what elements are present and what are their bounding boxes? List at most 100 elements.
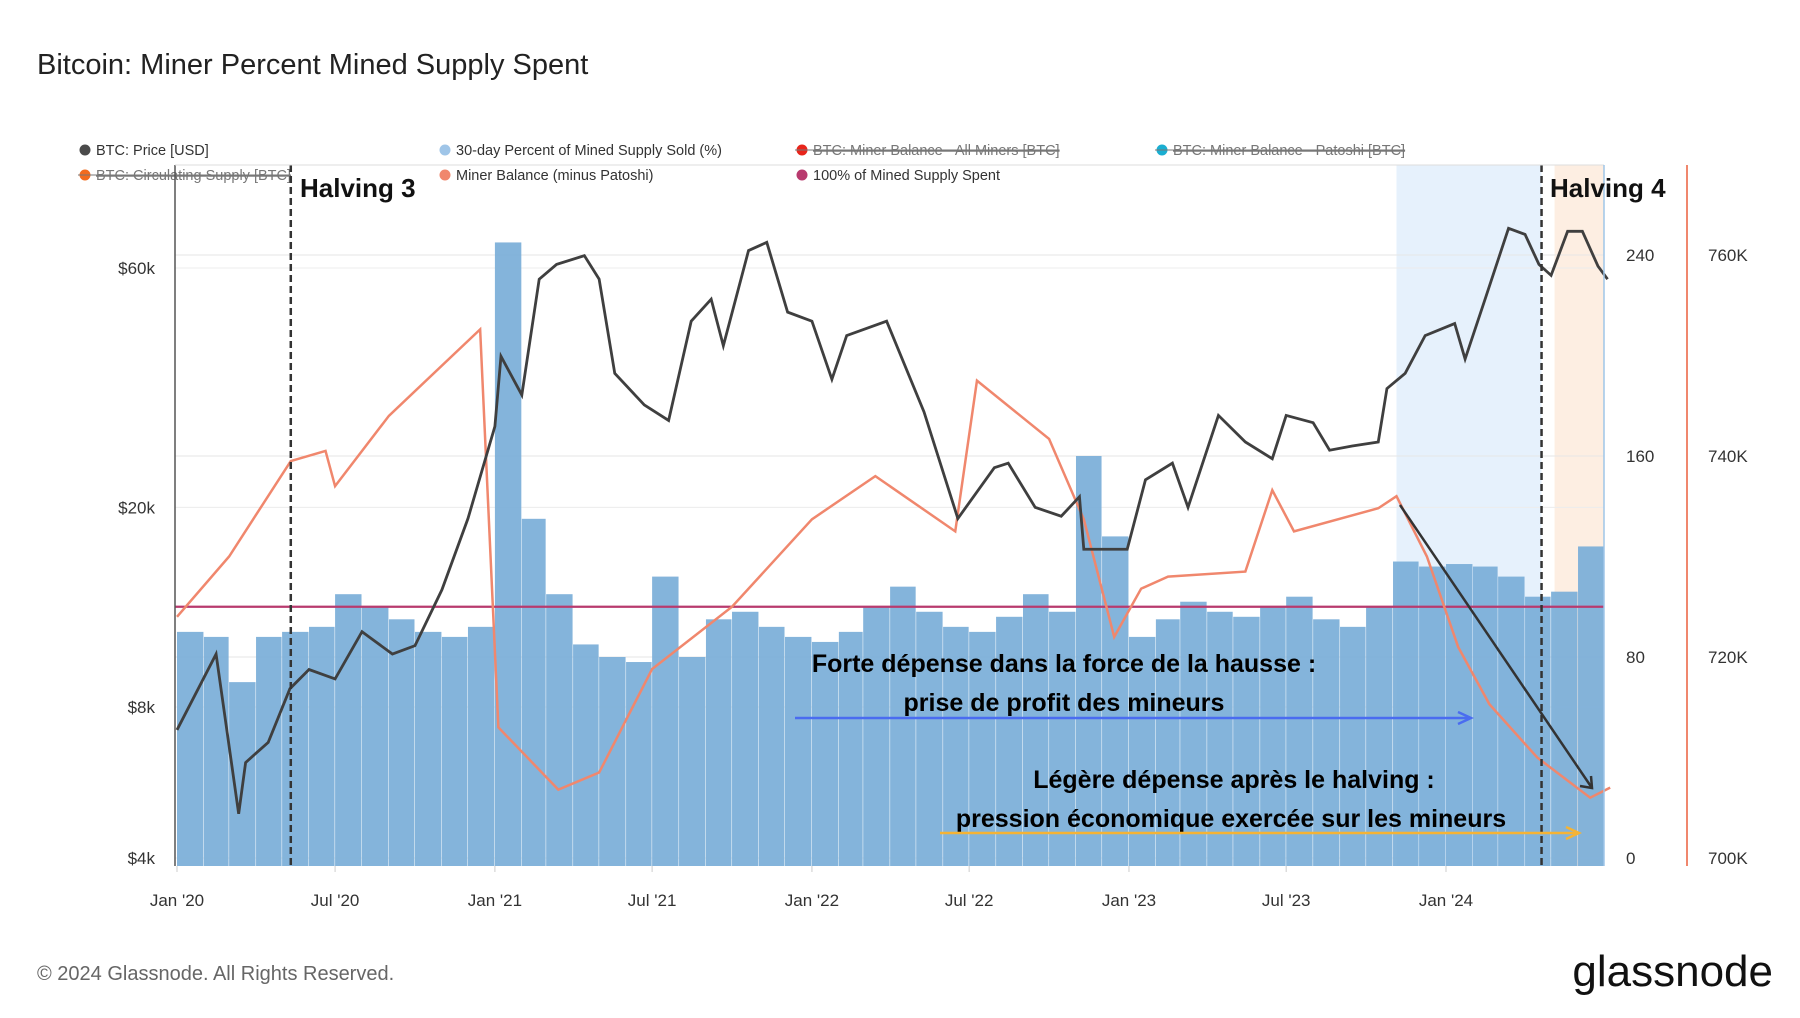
percent-sold-bar (916, 611, 943, 866)
percent-sold-bar (441, 636, 468, 866)
price-tick-label: $4k (128, 849, 156, 868)
percent-sold-bar (1366, 606, 1393, 866)
x-tick-label: Jan '22 (785, 891, 839, 910)
legend-dot-icon (439, 144, 451, 156)
orange-arrow (940, 825, 1582, 841)
legend-label: BTC: Circulating Supply [BTC] (96, 168, 291, 184)
plot-area: $4k $8k $20k $60k 0 80 160 240 700K 720K 740K 760K J… (118, 164, 1748, 910)
percent-sold-bar (494, 242, 522, 866)
balance-tick-label: 740K (1708, 447, 1748, 466)
percent-sold-bar (1180, 601, 1207, 866)
legend-label: Miner Balance (minus Patoshi) (456, 168, 653, 184)
percent-sold-bar (1313, 619, 1340, 866)
price-tick-label: $20k (118, 498, 155, 517)
legend-item[interactable]: 100% of Mined Supply Spent (796, 168, 1001, 184)
percent-sold-bar (203, 636, 229, 866)
legend: BTC: Price [USD] 30-day Percent of Mined … (78, 143, 1406, 184)
percent-sold-bar (1551, 591, 1578, 866)
annotations: Halving 3 Halving 4 Forte dépense dans l… (300, 173, 1666, 841)
x-tick-label: Jan '21 (468, 891, 522, 910)
percent-sold-bar (1233, 616, 1260, 866)
x-tick-label: Jan '24 (1419, 891, 1473, 910)
halving-4-label: Halving 4 (1550, 173, 1666, 203)
percent-sold-bar (758, 626, 785, 866)
percent-sold-bar (546, 594, 573, 866)
page-title: Bitcoin: Miner Percent Mined Supply Spen… (37, 49, 588, 81)
legend-item[interactable]: BTC: Circulating Supply [BTC] (78, 168, 292, 184)
percent-sold-bar (838, 631, 863, 866)
legend-label: BTC: Miner Balance - All Miners [BTC] (813, 143, 1060, 159)
percent-tick-label: 80 (1626, 648, 1645, 667)
percent-sold-bar (890, 586, 916, 866)
percent-sold-bar (1446, 564, 1473, 866)
legend-item[interactable]: BTC: Miner Balance - All Miners [BTC] (795, 143, 1060, 159)
legend-label: 30-day Percent of Mined Supply Sold (%) (456, 143, 722, 159)
x-tick-label: Jul '21 (628, 891, 677, 910)
strong-spending-line-1: Forte dépense dans la force de la hausse… (812, 650, 1316, 678)
legend-dot-icon (796, 169, 808, 181)
percent-sold-bar (599, 657, 626, 866)
downtrend-arrow (1398, 504, 1594, 790)
legend-label: BTC: Miner Balance - Patoshi [BTC] (1173, 143, 1405, 159)
percent-sold-bar (1207, 611, 1233, 866)
legend-item[interactable]: 30-day Percent of Mined Supply Sold (%) (439, 143, 722, 159)
percent-sold-bar (177, 631, 204, 866)
percent-tick-label: 240 (1626, 246, 1654, 265)
x-tick-label: Jul '20 (311, 891, 360, 910)
percent-sold-bar (1155, 619, 1180, 866)
percent-sold-bar (256, 636, 282, 866)
percent-sold-bar (1023, 594, 1049, 866)
percent-sold-bar (414, 631, 442, 866)
percent-sold-bar (1260, 606, 1286, 866)
halving-3-label: Halving 3 (300, 173, 416, 203)
percent-sold-bar (1128, 636, 1156, 866)
x-tick-label: Jan '23 (1102, 891, 1156, 910)
percent-sold-bar (335, 594, 362, 866)
percent-tick-label: 0 (1626, 849, 1635, 868)
legend-dot-icon (439, 169, 451, 181)
miner-balance-line (176, 326, 1611, 800)
percent-sold-bar (1049, 611, 1076, 866)
percent-sold-bar (309, 626, 335, 866)
percent-sold-bar (1340, 626, 1366, 866)
percent-sold-bar (732, 611, 759, 866)
percent-sold-bar (1286, 596, 1313, 866)
percent-sold-bar (388, 619, 415, 866)
legend-item[interactable]: Miner Balance (minus Patoshi) (439, 168, 654, 184)
percent-sold-bar (1498, 576, 1525, 866)
light-spending-line-2: pression économique exercée sur les mine… (956, 805, 1506, 833)
x-tick-label: Jan '20 (150, 891, 204, 910)
light-spending-line-1: Légère dépense après le halving : (1033, 766, 1435, 794)
percent-sold-bar (785, 636, 812, 866)
legend-label: BTC: Price [USD] (96, 143, 209, 159)
percent-sold-bar (679, 657, 706, 866)
balance-tick-label: 700K (1708, 849, 1748, 868)
percent-sold-bar (863, 606, 890, 866)
percent-sold-bar (573, 644, 599, 866)
percent-sold-bar (1525, 596, 1551, 866)
percent-sold-bar (811, 641, 839, 866)
balance-tick-label: 720K (1708, 648, 1748, 667)
price-tick-label: $60k (118, 259, 155, 278)
price-line (175, 226, 1609, 814)
percent-sold-bars (177, 242, 1604, 866)
percent-sold-bar (652, 576, 679, 866)
glassnode-logo: glassnode (1572, 947, 1773, 996)
percent-sold-bar (943, 626, 969, 866)
blue-arrow (795, 710, 1474, 726)
x-tick-label: Jul '22 (945, 891, 994, 910)
x-tick-label: Jul '23 (1262, 891, 1311, 910)
legend-item[interactable]: BTC: Miner Balance - Patoshi [BTC] (1155, 143, 1406, 159)
legend-item[interactable]: BTC: Price [USD] (79, 143, 209, 159)
percent-sold-bar (467, 626, 495, 866)
legend-dot-icon (79, 144, 91, 156)
balance-tick-label: 760K (1708, 246, 1748, 265)
percent-sold-bar (996, 616, 1023, 866)
percent-sold-bar (1102, 536, 1129, 866)
percent-sold-bar (705, 619, 732, 866)
percent-sold-bar (1075, 456, 1102, 866)
percent-sold-bar (1393, 561, 1419, 866)
percent-tick-label: 160 (1626, 447, 1654, 466)
percent-sold-bar (969, 631, 996, 866)
